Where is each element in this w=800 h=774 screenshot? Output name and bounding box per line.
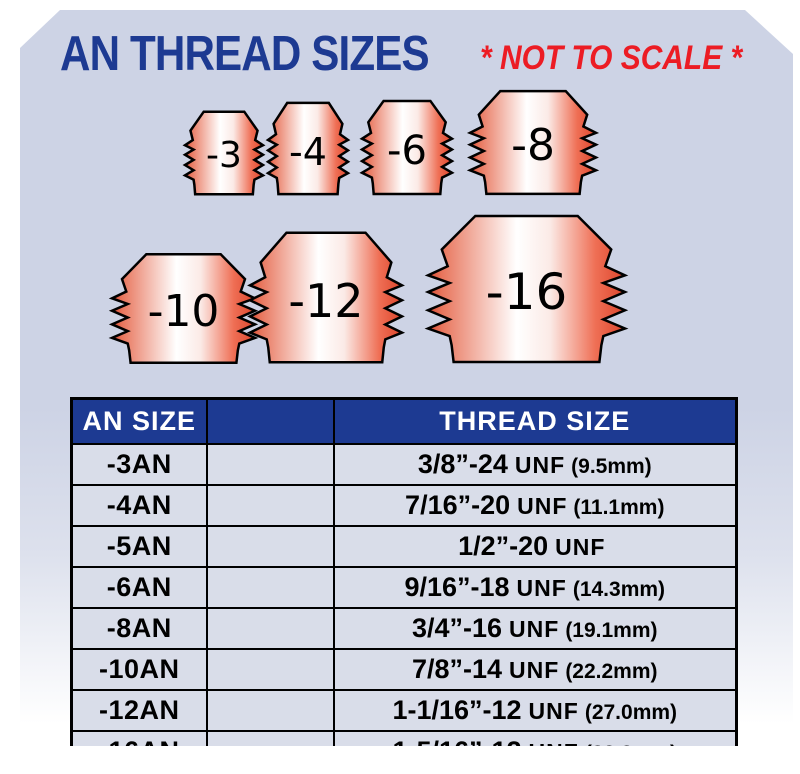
fitting-8: -8 xyxy=(470,89,596,196)
an-size-cell: -3AN xyxy=(70,443,208,486)
fitting-3-shape xyxy=(185,110,263,196)
thread-size-header: THREAD SIZE xyxy=(332,397,738,445)
fitting-4: -4 xyxy=(268,101,348,196)
thread-size-cell: 9/16”-18 UNF (14.3mm) xyxy=(332,566,738,609)
thread-size-cell: 1/2”-20 UNF xyxy=(332,525,738,568)
mm-value: (19.1mm) xyxy=(565,619,658,642)
table-row: -12AN 1-1/16”-12 UNF (27.0mm) xyxy=(70,689,738,732)
an-size-header: AN SIZE xyxy=(70,397,208,445)
mm-value: (11.1mm) xyxy=(573,496,665,519)
an-size-cell: -6AN xyxy=(70,566,208,609)
fitting-8-shape xyxy=(470,89,596,196)
mm-value: (9.5mm) xyxy=(571,455,652,478)
thread-value: 7/16”-20 xyxy=(405,490,511,520)
an-size-cell: -5AN xyxy=(70,525,208,568)
unf-label: UNF xyxy=(528,698,579,724)
fitting-label: -8 xyxy=(511,119,555,171)
unf-label: UNF xyxy=(517,493,568,519)
fitting-3: -3 xyxy=(185,110,263,196)
table-row: -8AN 3/4”-16 UNF (19.1mm) xyxy=(70,607,738,650)
spacer-cell xyxy=(205,525,335,568)
thread-size-cell: 7/8”-14 UNF (22.2mm) xyxy=(332,648,738,691)
spacer-cell xyxy=(205,484,335,527)
fitting-6: -6 xyxy=(362,99,452,196)
fitting-10: -10 xyxy=(112,252,255,365)
unf-label: UNF xyxy=(516,575,567,601)
fitting-label: -16 xyxy=(485,263,568,321)
fitting-12: -12 xyxy=(250,230,402,365)
main-panel: AN THREAD SIZES * NOT TO SCALE * -3 -4 -… xyxy=(20,10,793,746)
spacer-cell xyxy=(205,648,335,691)
spacer-cell xyxy=(205,730,335,746)
thread-size-cell: 1-1/16”-12 UNF (27.0mm) xyxy=(332,689,738,732)
thread-value: 9/16”-18 xyxy=(404,572,510,602)
unf-label: UNF xyxy=(555,534,606,560)
spacer-cell xyxy=(205,607,335,650)
thread-size-cell: 7/16”-20 UNF (11.1mm) xyxy=(332,484,738,527)
not-to-scale-note: * NOT TO SCALE * xyxy=(480,39,743,77)
table-row: -3AN 3/8”-24 UNF (9.5mm) xyxy=(70,443,738,486)
mm-value: (14.3mm) xyxy=(572,578,666,601)
fitting-16-shape xyxy=(428,213,625,365)
unf-label: UNF xyxy=(509,657,560,683)
table-row: -10AN 7/8”-14 UNF (22.2mm) xyxy=(70,648,738,691)
thread-value: 1-5/16”-12 xyxy=(392,736,522,766)
fitting-16: -16 xyxy=(428,213,625,365)
spacer-header xyxy=(205,397,335,445)
thread-size-cell: 3/4”-16 UNF (19.1mm) xyxy=(332,607,738,650)
spacer-cell xyxy=(205,689,335,732)
thread-value: 1/2”-20 xyxy=(458,531,549,561)
spacer-cell xyxy=(205,443,335,486)
fitting-label: -12 xyxy=(288,273,364,328)
thread-value: 7/8”-14 xyxy=(411,654,503,684)
fitting-label: -4 xyxy=(289,129,327,174)
mm-value: (22.2mm) xyxy=(565,660,658,683)
table-row: -16AN 1-5/16”-12 UNF (33.3mm) xyxy=(70,730,738,766)
mm-value: (27.0mm) xyxy=(584,701,678,724)
an-size-cell: -10AN xyxy=(70,648,208,691)
unf-label: UNF xyxy=(528,739,579,765)
thread-value: 1-1/16”-12 xyxy=(392,695,522,725)
an-size-cell: -12AN xyxy=(70,689,208,732)
table-row: -5AN 1/2”-20 UNF xyxy=(70,525,738,568)
an-size-cell: -8AN xyxy=(70,607,208,650)
table-row: -6AN 9/16”-18 UNF (14.3mm) xyxy=(70,566,738,609)
fitting-label: -3 xyxy=(206,135,242,176)
page-title: AN THREAD SIZES xyxy=(60,27,430,81)
mm-value: (33.3mm) xyxy=(584,742,678,765)
thread-value: 3/4”-16 xyxy=(411,613,503,643)
thread-size-cell: 1-5/16”-12 UNF (33.3mm) xyxy=(332,730,738,766)
fitting-4-shape xyxy=(268,101,348,196)
an-size-cell: -16AN xyxy=(70,730,208,746)
unf-label: UNF xyxy=(514,452,566,478)
fitting-6-shape xyxy=(362,99,452,196)
table-row: -4AN 7/16”-20 UNF (11.1mm) xyxy=(70,484,738,527)
table-header-row: AN SIZE THREAD SIZE xyxy=(70,397,738,445)
fitting-12-shape xyxy=(250,230,402,365)
an-size-cell: -4AN xyxy=(70,484,208,527)
fitting-label: -6 xyxy=(387,127,427,174)
thread-value: 3/8”-24 xyxy=(417,449,508,479)
thread-size-table: AN SIZE THREAD SIZE -3AN 3/8”-24 UNF (9.5m… xyxy=(70,397,738,766)
thread-size-cell: 3/8”-24 UNF (9.5mm) xyxy=(332,443,738,486)
spacer-cell xyxy=(205,566,335,609)
unf-label: UNF xyxy=(509,616,560,642)
fitting-label: -10 xyxy=(147,285,220,337)
